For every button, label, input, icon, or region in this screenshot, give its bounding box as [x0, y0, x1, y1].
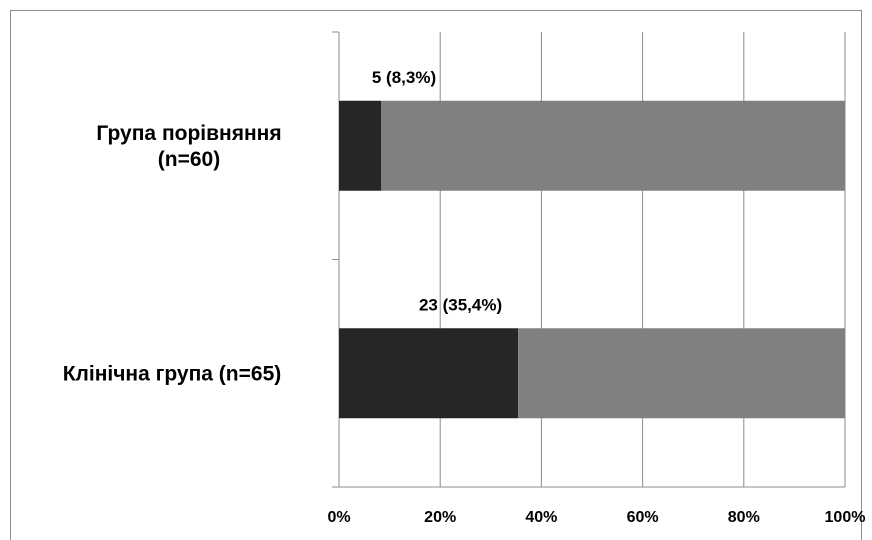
x-tick-label: 80% [728, 509, 760, 526]
bar-segment-remainder-1 [518, 328, 845, 419]
data-label: 23 (35,4%) [419, 295, 502, 314]
x-tick-label: 20% [424, 509, 456, 526]
category-label: Клінічна група (n=65) [63, 362, 282, 385]
axes [332, 31, 845, 488]
bar-segment-primary-1 [339, 328, 519, 419]
labels: 0% 20% 40% 60% 80% 100% Група порівняння (n=60)… [63, 68, 866, 526]
data-label: 5 (8,3%) [372, 68, 436, 87]
gridlines [439, 32, 846, 487]
chart-frame [10, 10, 862, 540]
x-tick-label: 100% [825, 509, 866, 526]
category-label: Група порівняння (n=60) [96, 122, 281, 171]
bar-segment-primary-0 [339, 100, 381, 191]
bar-segment-remainder-0 [380, 100, 845, 191]
bars [339, 100, 845, 419]
x-tick-label: 40% [525, 509, 557, 526]
x-tick-label: 60% [627, 509, 659, 526]
x-tick-label: 0% [327, 509, 350, 526]
